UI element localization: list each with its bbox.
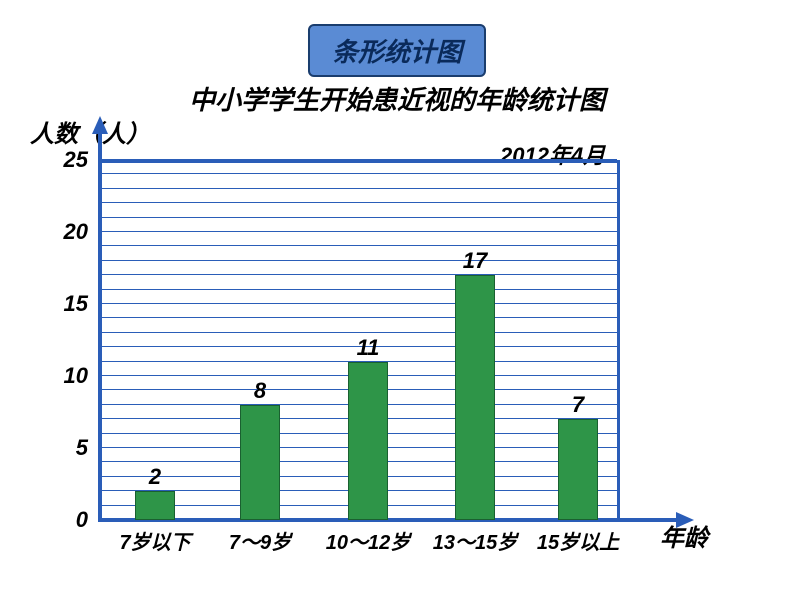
bar-value-label: 2	[149, 464, 161, 490]
bar-value-label: 7	[572, 392, 584, 418]
y-tick-label: 10	[64, 363, 88, 389]
grid-line	[100, 317, 617, 318]
grid-line	[100, 289, 617, 290]
chart-title: 条形统计图	[332, 37, 462, 67]
grid-line	[100, 159, 617, 160]
grid-line	[100, 260, 617, 261]
chart-area: 2811177 0510152025 7岁以下7～9岁10～12岁13～15岁1…	[100, 160, 620, 520]
x-tick-label: 13～15岁	[433, 526, 518, 555]
x-tick-label: 15岁以上	[537, 526, 619, 555]
grid-line	[100, 245, 617, 246]
bar: 8	[240, 405, 280, 520]
y-axis	[98, 132, 102, 522]
bar: 17	[455, 275, 495, 520]
y-tick-label: 25	[64, 147, 88, 173]
bar-value-label: 17	[463, 248, 487, 274]
x-tick-label: 7～9岁	[229, 526, 291, 555]
grid-line	[100, 231, 617, 232]
chart-subtitle: 中小学学生开始患近视的年龄统计图	[189, 80, 605, 117]
bar-value-label: 11	[357, 335, 380, 361]
x-tick-label: 10～12岁	[326, 526, 411, 555]
bar-value-label: 8	[254, 378, 266, 404]
grid-line	[100, 173, 617, 174]
y-tick-label: 5	[76, 435, 88, 461]
y-axis-arrow-icon	[92, 116, 108, 134]
y-tick-label: 0	[76, 507, 88, 533]
bar: 11	[348, 362, 388, 520]
y-tick-label: 15	[64, 291, 88, 317]
chart-title-box: 条形统计图	[308, 24, 486, 77]
grid-line	[100, 332, 617, 333]
x-tick-label: 7岁以下	[119, 526, 190, 555]
bar: 7	[558, 419, 598, 520]
grid-line	[100, 202, 617, 203]
grid-line	[100, 274, 617, 275]
y-tick-label: 20	[64, 219, 88, 245]
grid-line	[100, 303, 617, 304]
y-axis-label: 人数（人）	[30, 114, 150, 149]
x-axis-arrow-icon	[676, 512, 694, 528]
grid-line	[100, 217, 617, 218]
grid-line	[100, 188, 617, 189]
bar: 2	[135, 491, 175, 520]
